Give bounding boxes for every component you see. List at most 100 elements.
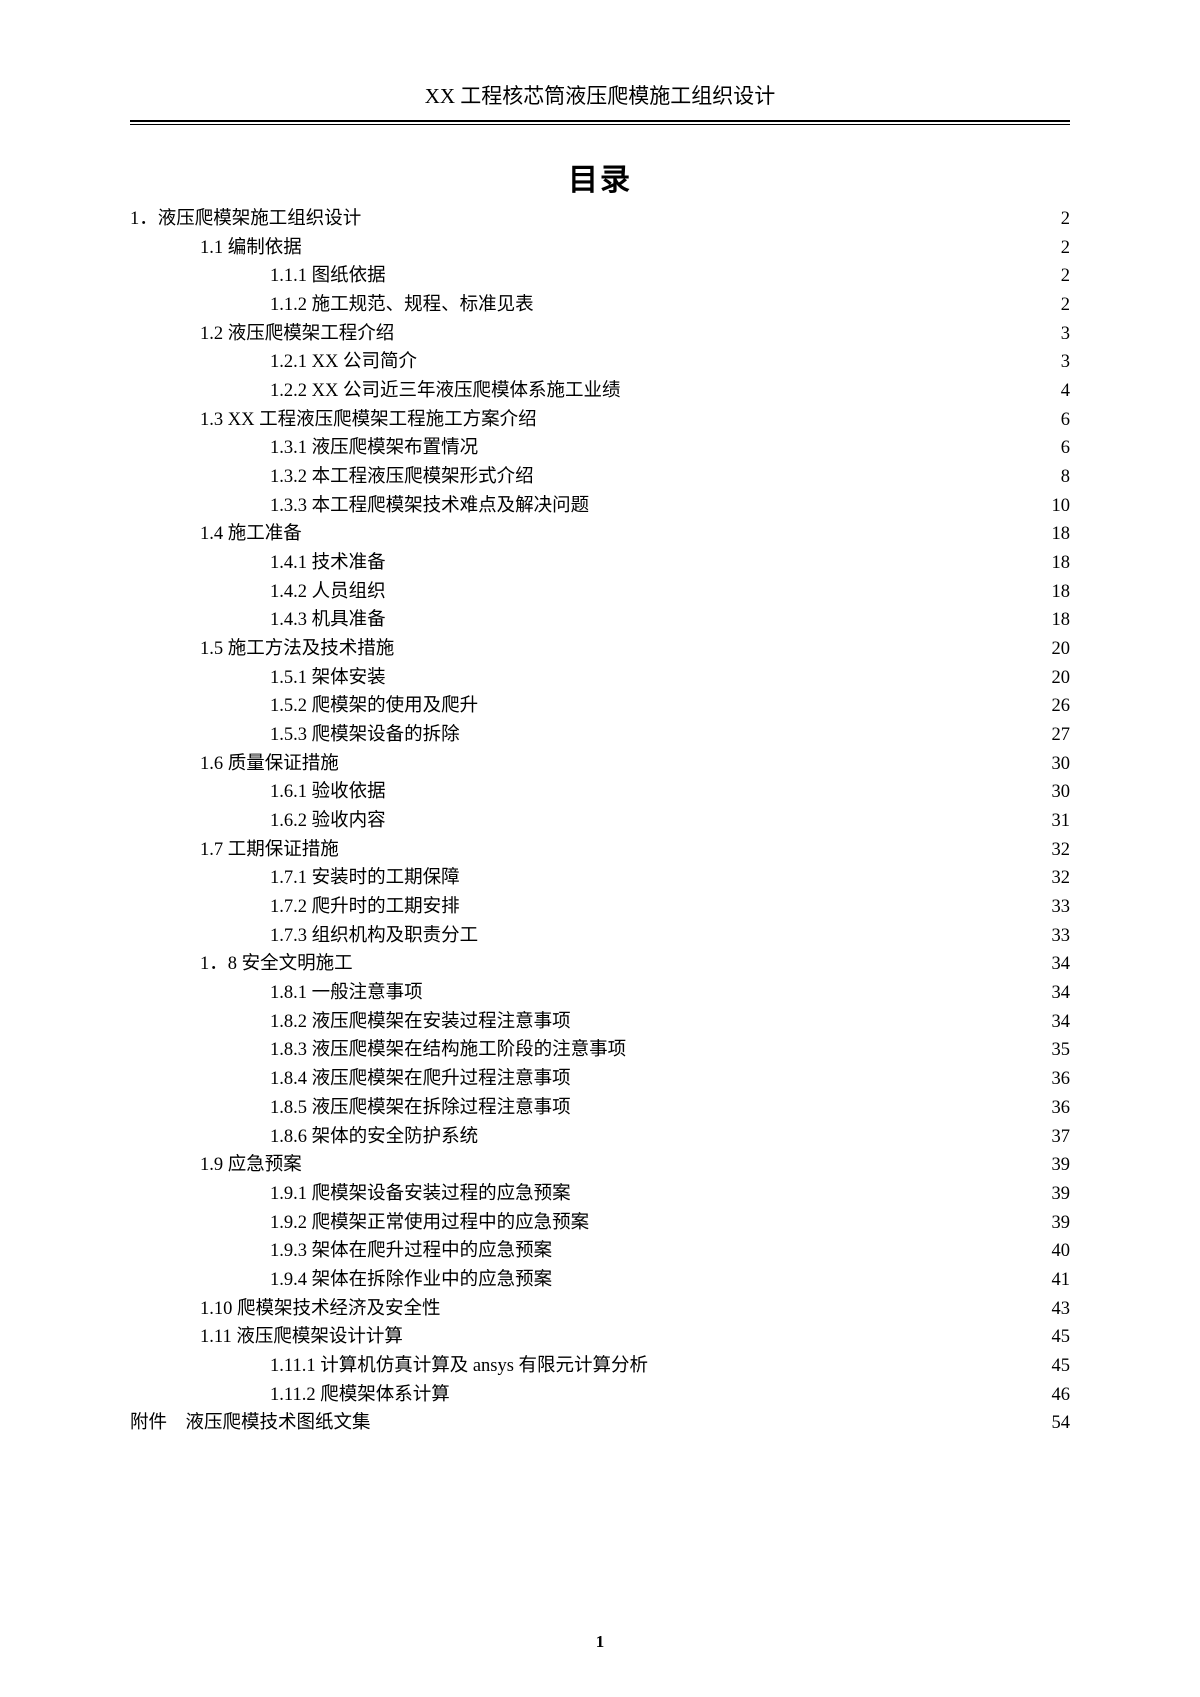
toc-entry-page: 8 [1061,463,1070,492]
document-header: XX 工程核芯筒液压爬模施工组织设计 [130,80,1070,122]
toc-entry-label: 1.7.1 安装时的工期保障 [270,864,460,893]
toc-entry-label: 1.8.5 液压爬模架在拆除过程注意事项 [270,1094,571,1123]
toc-entry-label: 1.2 液压爬模架工程介绍 [200,320,394,349]
toc-entry-label: 1.3 XX 工程液压爬模架工程施工方案介绍 [200,406,537,435]
toc-entry-page: 34 [1052,979,1071,1008]
toc-entry-label: 1.9.1 爬模架设备安装过程的应急预案 [270,1180,571,1209]
toc-entry: 1.4.3 机具准备18 [130,606,1070,635]
toc-entry-label: 1.3.1 液压爬模架布置情况 [270,434,478,463]
toc-entry: 1.8.5 液压爬模架在拆除过程注意事项 36 [130,1094,1070,1123]
toc-entry: 1.4 施工准备 18 [130,520,1070,549]
toc-entry-page: 35 [1052,1036,1071,1065]
toc-entry-label: 1.2.1 XX 公司简介 [270,348,417,377]
toc-entry: 1.3.3 本工程爬模架技术难点及解决问题10 [130,492,1070,521]
toc-entry-page: 18 [1052,578,1071,607]
toc-entry-label: 1．8 安全文明施工 [200,950,353,979]
toc-entry-page: 32 [1052,836,1071,865]
toc-entry-page: 31 [1052,807,1071,836]
toc-entry-page: 6 [1061,406,1070,435]
toc-entry: 1.1 编制依据 2 [130,234,1070,263]
toc-entry-page: 18 [1052,606,1071,635]
toc-entry-label: 1.8.6 架体的安全防护系统 [270,1123,478,1152]
toc-entry-label: 1.11.2 爬模架体系计算 [270,1381,450,1410]
toc-entry: 1.8.4 液压爬模架在爬升过程注意事项36 [130,1065,1070,1094]
toc-entry-label: 1.9 应急预案 [200,1151,302,1180]
toc-entry-label: 1.4.2 人员组织 [270,578,386,607]
toc-entry-label: 1．液压爬模架施工组织设计 [130,205,361,234]
toc-entry: 1.2.1 XX 公司简介3 [130,348,1070,377]
toc-entry-label: 1.10 爬模架技术经济及安全性 [200,1295,441,1324]
toc-entry-label: 1.8.4 液压爬模架在爬升过程注意事项 [270,1065,571,1094]
toc-entry-label: 1.4 施工准备 [200,520,302,549]
toc-entry-page: 3 [1061,320,1070,349]
toc-entry-label: 1.6 质量保证措施 [200,750,339,779]
toc-entry-page: 30 [1052,750,1071,779]
toc-entry-page: 41 [1052,1266,1071,1295]
toc-entry-page: 33 [1052,922,1071,951]
toc-entry: 1.9.1 爬模架设备安装过程的应急预案 39 [130,1180,1070,1209]
toc-entry-label: 附件 液压爬模技术图纸文集 [130,1409,371,1438]
toc-entry-label: 1.9.4 架体在拆除作业中的应急预案 [270,1266,552,1295]
toc-entry-label: 1.3.3 本工程爬模架技术难点及解决问题 [270,492,589,521]
toc-entry: 1.3 XX 工程液压爬模架工程施工方案介绍 6 [130,406,1070,435]
toc-entry-label: 1.7 工期保证措施 [200,836,339,865]
toc-entry: 1.9.4 架体在拆除作业中的应急预案 41 [130,1266,1070,1295]
toc-entry: 1.8.3 液压爬模架在结构施工阶段的注意事项 35 [130,1036,1070,1065]
toc-entry-label: 1.5.3 爬模架设备的拆除 [270,721,460,750]
toc-entry: 1.5 施工方法及技术措施20 [130,635,1070,664]
toc-entry-page: 36 [1052,1094,1071,1123]
toc-entry-page: 54 [1052,1409,1071,1438]
toc-entry: 1.4.2 人员组织 18 [130,578,1070,607]
toc-entry: 1.6.2 验收内容31 [130,807,1070,836]
toc-entry: 1.7 工期保证措施 32 [130,836,1070,865]
toc-entry-label: 1.7.2 爬升时的工期安排 [270,893,460,922]
toc-entry-label: 1.9.2 爬模架正常使用过程中的应急预案 [270,1209,589,1238]
toc-entry: 1.6 质量保证措施 30 [130,750,1070,779]
toc-entry-page: 39 [1052,1180,1071,1209]
table-of-contents: 1．液压爬模架施工组织设计21.1 编制依据21.1.1 图纸依据21.1.2 … [130,205,1070,1438]
toc-entry: 1．8 安全文明施工34 [130,950,1070,979]
toc-entry-label: 1.11 液压爬模架设计计算 [200,1323,403,1352]
toc-entry: 1.7.1 安装时的工期保障 32 [130,864,1070,893]
toc-entry-page: 6 [1061,434,1070,463]
toc-entry: 1.8.6 架体的安全防护系统 37 [130,1123,1070,1152]
toc-entry-page: 39 [1052,1209,1071,1238]
toc-entry-page: 27 [1052,721,1071,750]
toc-entry: 1.9.2 爬模架正常使用过程中的应急预案 39 [130,1209,1070,1238]
toc-entry: 附件 液压爬模技术图纸文集 54 [130,1409,1070,1438]
toc-entry-page: 37 [1052,1123,1071,1152]
toc-entry-page: 18 [1052,520,1071,549]
toc-entry-page: 2 [1061,262,1070,291]
toc-entry-page: 2 [1061,234,1070,263]
toc-entry-page: 46 [1052,1381,1071,1410]
toc-entry: 1.8.2 液压爬模架在安装过程注意事项 34 [130,1008,1070,1037]
toc-entry: 1.6.1 验收依据30 [130,778,1070,807]
toc-entry: 1.7.3 组织机构及职责分工33 [130,922,1070,951]
toc-entry-label: 1.5.2 爬模架的使用及爬升 [270,692,478,721]
toc-entry-page: 32 [1052,864,1071,893]
toc-entry: 1.11.2 爬模架体系计算 46 [130,1381,1070,1410]
toc-title: 目录 [130,155,1070,199]
toc-entry-page: 2 [1061,291,1070,320]
toc-entry: 1.7.2 爬升时的工期安排 33 [130,893,1070,922]
toc-entry-label: 1.8.2 液压爬模架在安装过程注意事项 [270,1008,571,1037]
toc-entry: 1.11 液压爬模架设计计算45 [130,1323,1070,1352]
toc-entry-label: 1.1 编制依据 [200,234,302,263]
toc-entry: 1.9 应急预案 39 [130,1151,1070,1180]
toc-entry-label: 1.9.3 架体在爬升过程中的应急预案 [270,1237,552,1266]
toc-entry-page: 39 [1052,1151,1071,1180]
toc-entry-label: 1.3.2 本工程液压爬模架形式介绍 [270,463,534,492]
toc-entry: 1.3.2 本工程液压爬模架形式介绍 8 [130,463,1070,492]
toc-entry: 1.5.1 架体安装20 [130,664,1070,693]
toc-entry-page: 34 [1052,1008,1071,1037]
toc-entry: 1.8.1 一般注意事项34 [130,979,1070,1008]
document-header-text: XX 工程核芯筒液压爬模施工组织设计 [425,84,776,108]
toc-entry: 1.5.2 爬模架的使用及爬升26 [130,692,1070,721]
toc-entry: 1.10 爬模架技术经济及安全性43 [130,1295,1070,1324]
toc-entry-page: 2 [1061,205,1070,234]
toc-entry-label: 1.5.1 架体安装 [270,664,386,693]
toc-entry: 1．液压爬模架施工组织设计 2 [130,205,1070,234]
toc-entry-label: 1.8.3 液压爬模架在结构施工阶段的注意事项 [270,1036,626,1065]
toc-entry-label: 1.2.2 XX 公司近三年液压爬模体系施工业绩 [270,377,620,406]
toc-entry-page: 33 [1052,893,1071,922]
